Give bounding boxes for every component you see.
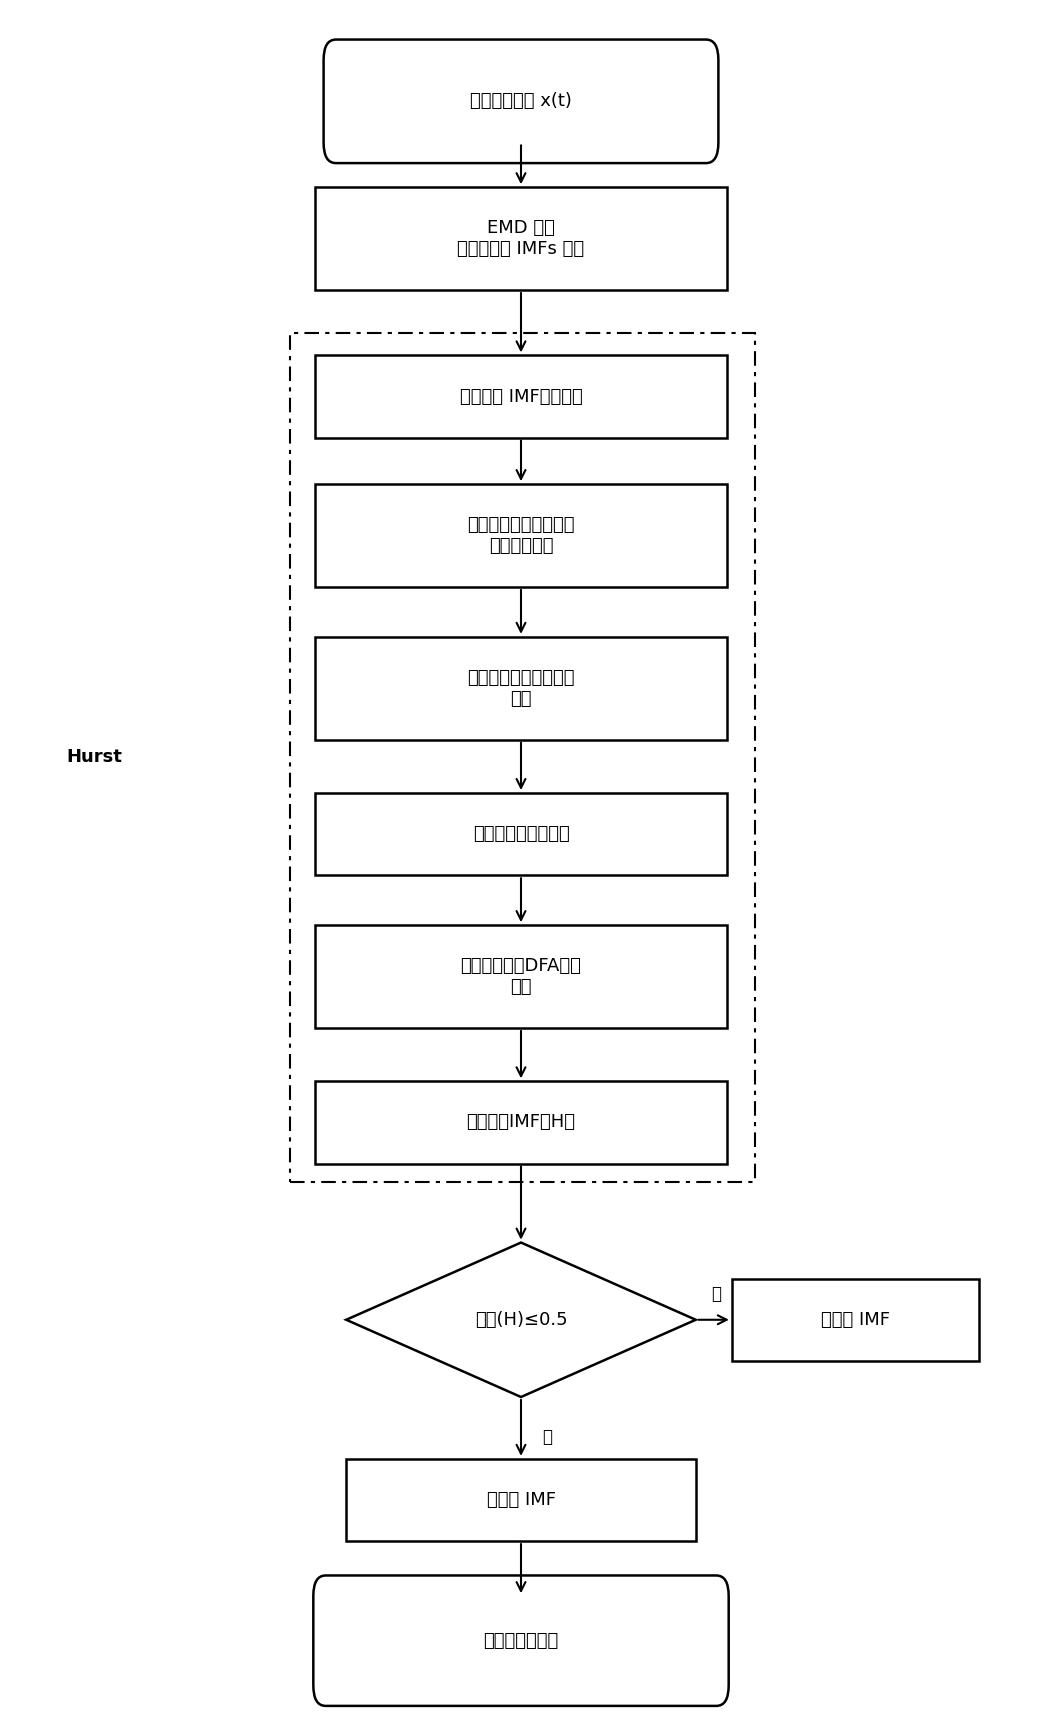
Text: 原始波形信号 x(t): 原始波形信号 x(t) [470, 92, 572, 111]
Text: 计算每个 IMF累计离差: 计算每个 IMF累计离差 [460, 388, 582, 405]
Text: 保留该 IMF: 保留该 IMF [487, 1491, 555, 1509]
FancyBboxPatch shape [324, 40, 718, 163]
Polygon shape [346, 1242, 696, 1398]
Text: 去除该 IMF: 去除该 IMF [821, 1311, 890, 1329]
Bar [316, 484, 726, 586]
Bar [316, 792, 726, 875]
Text: 获得每个IMF的H值: 获得每个IMF的H值 [467, 1114, 575, 1131]
Text: 获得整个区间DFA波动
函数: 获得整个区间DFA波动 函数 [461, 957, 581, 996]
Text: 否: 否 [542, 1427, 551, 1446]
Bar [346, 1458, 696, 1541]
Text: Hurst: Hurst [67, 747, 122, 766]
Text: 是: 是 [712, 1285, 721, 1303]
FancyBboxPatch shape [314, 1576, 728, 1706]
Bar [316, 187, 726, 291]
Bar [290, 332, 755, 1183]
Bar [316, 926, 726, 1028]
Bar [316, 637, 726, 740]
Text: EMD 分解
获取所有的 IMFs 成分: EMD 分解 获取所有的 IMFs 成分 [457, 220, 585, 258]
Bar [316, 355, 726, 438]
Text: 计算每个子区间方差: 计算每个子区间方差 [473, 825, 569, 843]
Text: 如果(H)≤0.5: 如果(H)≤0.5 [475, 1311, 567, 1329]
Bar [316, 1081, 726, 1164]
Bar [731, 1278, 978, 1362]
Text: 去噪后的全波形: 去噪后的全波形 [483, 1631, 559, 1650]
Text: 将信号序列划分为不相
交等长子区间: 将信号序列划分为不相 交等长子区间 [467, 516, 575, 555]
Text: 计算每个子区间的局部
趋势: 计算每个子区间的局部 趋势 [467, 670, 575, 708]
